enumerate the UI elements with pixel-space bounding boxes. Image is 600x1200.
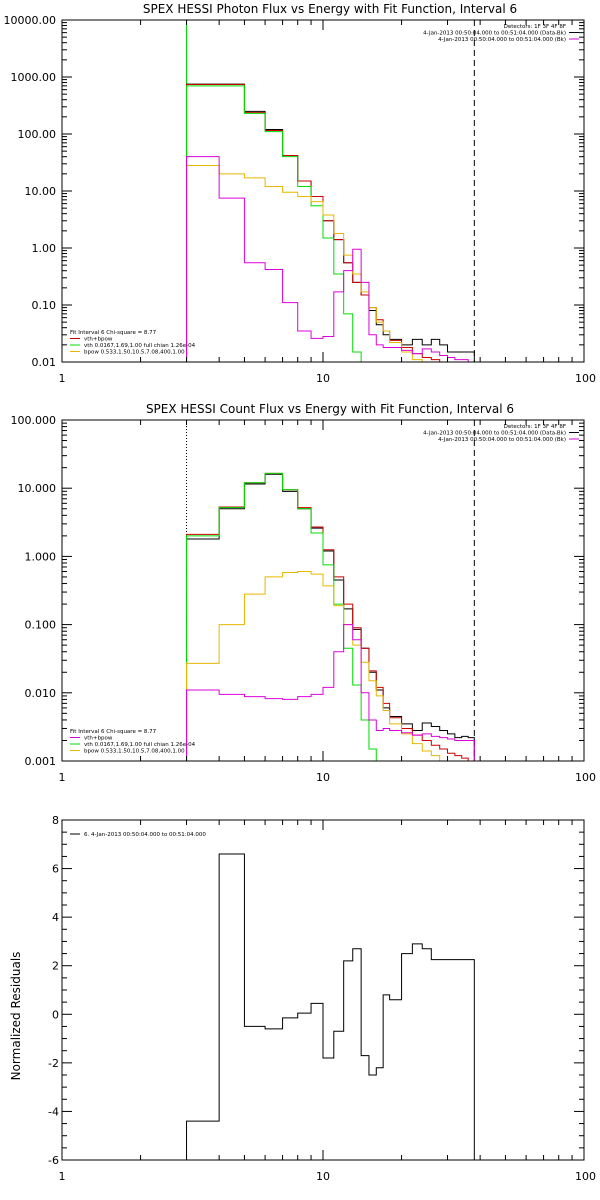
y-tick-label: -2 — [48, 1057, 59, 1070]
plot-frame — [61, 819, 585, 1161]
photon-flux-panel: SPEX HESSI Photon Flux vs Energy with Fi… — [4, 2, 597, 385]
series-vth-bpow — [186, 472, 475, 761]
plot-area — [186, 20, 475, 362]
header-line: Detectors: 1F 3F 4F 8F — [504, 24, 566, 30]
legend-entry: vth+bpow — [84, 736, 113, 742]
series-vth-bpow — [186, 83, 475, 362]
legend-entry: vth+bpow — [84, 337, 113, 343]
legend-entry: bpow 0.533,1.50,10.5,7.08,400,1.00 — [84, 350, 185, 356]
y-tick-label: 1000.00 — [11, 71, 57, 84]
x-tick-label: 10 — [316, 372, 330, 385]
y-tick-label: 0.100 — [25, 619, 57, 632]
y-tick-label: 1.00 — [32, 242, 57, 255]
header-line: 4-Jan-2013 00:50:04.000 to 00:51:04.000 … — [438, 37, 566, 43]
y-tick-label: 10000.00 — [4, 14, 57, 27]
x-tick-label: 10 — [316, 1170, 330, 1183]
header-line: 4-Jan-2013 00:50:04.000 to 00:51:04.000 … — [423, 431, 566, 437]
legend-entry: vth 0.0167,1.69,1.00 full chian 1.26e-04 — [84, 343, 196, 349]
y-tick-label: 0.01 — [32, 356, 57, 369]
series-residuals — [186, 853, 475, 1160]
series-vth — [186, 85, 475, 362]
header-line: Detectors: 1F 3F 4F 8F — [504, 424, 566, 430]
count-flux-panel: SPEX HESSI Count Flux vs Energy with Fit… — [11, 402, 597, 784]
y-tick-label: 0 — [52, 1008, 59, 1021]
legend-entry: vth 0.0167,1.69,1.00 full chian 1.26e-04 — [84, 742, 196, 748]
x-tick-label: 1 — [59, 771, 66, 784]
legend-entry: Fit Interval 6 Chi-square = 8.77 — [70, 729, 157, 735]
y-tick-label: 6 — [52, 863, 59, 876]
plot-area — [186, 420, 475, 761]
y-tick-label: 10.00 — [25, 185, 57, 198]
x-tick-label: 1 — [59, 1170, 66, 1183]
y-tick-label: -6 — [48, 1154, 59, 1167]
y-tick-label: 8 — [52, 814, 59, 827]
series-bk — [186, 156, 475, 362]
header-line: 4-Jan-2013 00:50:04.000 to 00:51:04.000 … — [423, 31, 566, 37]
series-vth — [186, 472, 475, 761]
series-bpow — [186, 165, 475, 362]
y-tick-label: 0.001 — [25, 755, 57, 768]
y-tick-label: 100.00 — [18, 128, 57, 141]
series-bk — [186, 624, 475, 761]
x-tick-label: 100 — [575, 1170, 596, 1183]
legend-entry: Fit Interval 6 Chi-square = 8.77 — [70, 330, 157, 336]
y-tick-label: 10.000 — [18, 482, 57, 495]
count-flux-title: SPEX HESSI Count Flux vs Energy with Fit… — [146, 402, 514, 416]
series-bpow — [186, 571, 475, 761]
x-tick-label: 100 — [575, 771, 596, 784]
y-tick-label: 0.010 — [25, 687, 57, 700]
x-tick-label: 100 — [575, 372, 596, 385]
y-tick-label: -4 — [48, 1105, 59, 1118]
residuals-panel: Normalized Residuals 1 10 100 -6 -4 -2 0 2 4 6 8 6.… — [9, 814, 596, 1183]
x-tick-label: 10 — [316, 771, 330, 784]
series-data — [186, 83, 475, 362]
plot-frame — [61, 19, 585, 363]
plot-area — [186, 853, 475, 1160]
x-tick-label: 1 — [59, 372, 66, 385]
y-tick-label: 0.10 — [32, 299, 57, 312]
legend-entry: 6. 4-Jan-2013 00:50:04.000 to 00:51:04.0… — [84, 832, 206, 838]
photon-flux-title: SPEX HESSI Photon Flux vs Energy with Fi… — [143, 2, 517, 16]
plot-frame — [61, 419, 585, 762]
y-tick-label: 100.000 — [11, 414, 57, 427]
y-tick-label: 2 — [52, 960, 59, 973]
header-line: 4-Jan-2013 00:50:04.000 to 00:51:04.000 … — [438, 437, 566, 443]
residuals-y-axis-label: Normalized Residuals — [9, 952, 23, 1081]
legend-entry: bpow 0.533,1.50,10.5,7.08,400,1.00 — [84, 749, 185, 755]
y-tick-label: 1.000 — [25, 550, 57, 563]
series-data — [186, 473, 475, 761]
y-tick-label: 4 — [52, 911, 59, 924]
